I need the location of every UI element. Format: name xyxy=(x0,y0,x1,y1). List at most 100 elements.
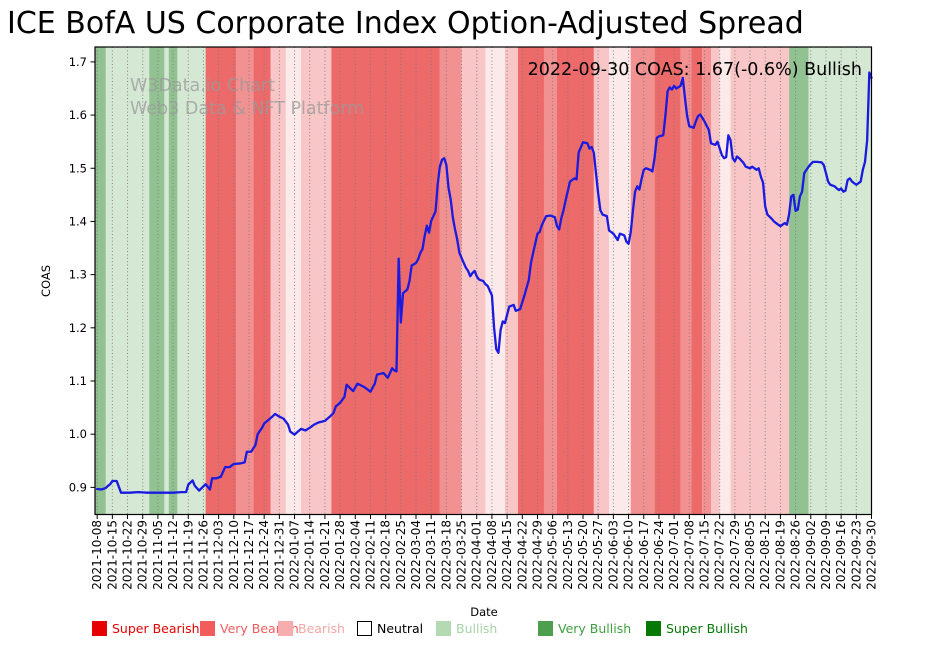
x-tick-label: 2022-09-16 xyxy=(834,520,848,590)
legend-label-bullish: Bullish xyxy=(456,620,498,636)
x-tick-label: 2022-05-13 xyxy=(561,520,575,590)
chart-title: ICE BofA US Corporate Index Option-Adjus… xyxy=(7,6,804,41)
x-tick-label: 2022-07-01 xyxy=(667,520,681,590)
x-tick-label: 2022-01-14 xyxy=(303,520,317,590)
legend-swatch-super-bearish xyxy=(92,620,107,636)
x-tick-label: 2022-04-22 xyxy=(515,520,529,590)
sentiment-bands xyxy=(95,47,872,515)
x-tick-label: 2021-10-22 xyxy=(121,520,135,590)
band-bearish xyxy=(504,47,518,515)
y-tick-label: 1.2 xyxy=(69,321,87,335)
x-tick-label: 2021-11-26 xyxy=(196,520,210,590)
x-tick-label: 2022-09-02 xyxy=(804,520,818,590)
y-tick-label: 1.4 xyxy=(69,214,87,228)
x-tick-label: 2021-11-12 xyxy=(166,520,180,590)
x-tick-label: 2022-04-15 xyxy=(500,520,514,590)
x-tick-label: 2022-06-10 xyxy=(622,520,636,590)
x-tick-label: 2022-09-30 xyxy=(865,520,879,590)
x-axis-label: Date xyxy=(470,605,498,619)
x-tick-label: 2022-06-03 xyxy=(606,520,620,590)
legend-item-super-bullish: Super Bullish xyxy=(646,619,748,637)
x-tick-label: 2022-04-29 xyxy=(530,520,544,590)
x-tick-label: 2022-03-04 xyxy=(409,520,423,590)
band-bullish xyxy=(164,47,169,515)
legend-label-neutral: Neutral xyxy=(377,620,424,636)
legend-label-super-bearish: Super Bearish xyxy=(112,620,200,636)
band-very-bearish xyxy=(439,47,462,515)
legend-label-super-bullish: Super Bullish xyxy=(666,620,748,636)
legend-swatch-neutral xyxy=(357,620,372,636)
x-tick-label: 2022-07-15 xyxy=(697,520,711,590)
band-neutral xyxy=(609,47,631,515)
y-axis-label: COAS xyxy=(39,265,53,297)
x-tick-label: 2022-09-23 xyxy=(849,520,863,590)
x-tick-label: 2021-12-24 xyxy=(257,520,271,590)
legend-label-very-bullish: Very Bullish xyxy=(558,620,632,636)
x-tick-label: 2022-05-27 xyxy=(591,520,605,590)
x-tick-label: 2022-06-24 xyxy=(652,520,666,590)
x-tick-label: 2022-03-11 xyxy=(424,520,438,590)
x-tick-label: 2021-12-17 xyxy=(242,520,256,590)
legend-item-neutral: Neutral xyxy=(357,619,423,637)
band-super-bearish xyxy=(205,47,236,515)
x-tick-label: 2022-08-05 xyxy=(743,520,757,590)
band-very-bearish xyxy=(630,47,655,515)
x-tick-label: 2022-05-20 xyxy=(576,520,590,590)
x-tick-label: 2022-07-22 xyxy=(713,520,727,590)
watermark-line-2: Web3 Data & NFT Platform xyxy=(130,99,364,119)
band-neutral xyxy=(485,47,505,515)
band-very-bullish xyxy=(168,47,178,515)
x-tick-label: 2022-03-25 xyxy=(455,520,469,590)
band-bullish xyxy=(105,47,150,515)
y-tick-label: 1.3 xyxy=(69,268,87,282)
x-tick-label: 2022-04-01 xyxy=(470,520,484,590)
band-very-bullish xyxy=(149,47,165,515)
coas-line-series xyxy=(96,71,873,494)
band-very-bearish xyxy=(543,47,557,515)
x-tick-label: 2022-08-12 xyxy=(758,520,772,590)
legend-item-bullish: Bullish xyxy=(436,619,497,637)
x-axis-ticks: 2021-10-08 2021-10-15 2021-10-22 2021-10-29… xyxy=(90,514,879,590)
band-neutral xyxy=(285,47,302,515)
y-tick-label: 1.0 xyxy=(69,427,87,441)
y-tick-label: 1.5 xyxy=(69,161,87,175)
band-super-bearish xyxy=(654,47,681,515)
x-tick-label: 2022-04-08 xyxy=(485,520,499,590)
x-tick-label: 2022-09-09 xyxy=(819,520,833,590)
x-tick-label: 2022-07-29 xyxy=(728,520,742,590)
legend: Super Bearish Very Bearish Bearish Neutral B… xyxy=(0,619,942,643)
x-tick-label: 2022-01-07 xyxy=(288,520,302,590)
y-tick-label: 1.6 xyxy=(69,108,87,122)
x-tick-label: 2022-06-17 xyxy=(637,520,651,590)
legend-swatch-super-bullish xyxy=(646,620,661,636)
band-bullish xyxy=(808,47,872,515)
x-tick-label: 2022-01-28 xyxy=(333,520,347,590)
y-tick-label: 1.7 xyxy=(69,55,87,69)
band-very-bearish xyxy=(680,47,692,515)
x-tick-label: 2021-10-15 xyxy=(105,520,119,590)
x-tick-label: 2022-08-26 xyxy=(789,520,803,590)
x-tick-label: 2022-03-18 xyxy=(439,520,453,590)
y-axis-ticks: 0.9 1.0 1.1 1.2 1.3 1.4 1.5 1.6 1.7 xyxy=(69,55,95,494)
x-tick-label: 2022-02-11 xyxy=(363,520,377,590)
band-bearish xyxy=(270,47,286,515)
legend-item-very-bullish: Very Bullish xyxy=(538,619,631,637)
x-tick-label: 2021-11-05 xyxy=(151,520,165,590)
legend-swatch-bullish xyxy=(436,620,451,636)
x-tick-label: 2022-02-25 xyxy=(394,520,408,590)
band-bullish xyxy=(177,47,206,515)
x-tick-label: 2021-10-08 xyxy=(90,520,104,590)
band-neutral xyxy=(719,47,731,515)
legend-swatch-bearish xyxy=(278,620,293,636)
x-tick-label: 2022-07-08 xyxy=(682,520,696,590)
legend-swatch-very-bullish xyxy=(538,620,553,636)
plot-border xyxy=(94,46,873,516)
legend-item-super-bearish: Super Bearish xyxy=(92,619,200,637)
y-tick-label: 1.1 xyxy=(69,374,87,388)
band-bearish xyxy=(730,47,790,515)
watermark-line-1: W3Data.io Chart xyxy=(130,76,275,96)
band-very-bearish xyxy=(702,47,711,515)
x-tick-label: 2022-01-21 xyxy=(318,520,332,590)
